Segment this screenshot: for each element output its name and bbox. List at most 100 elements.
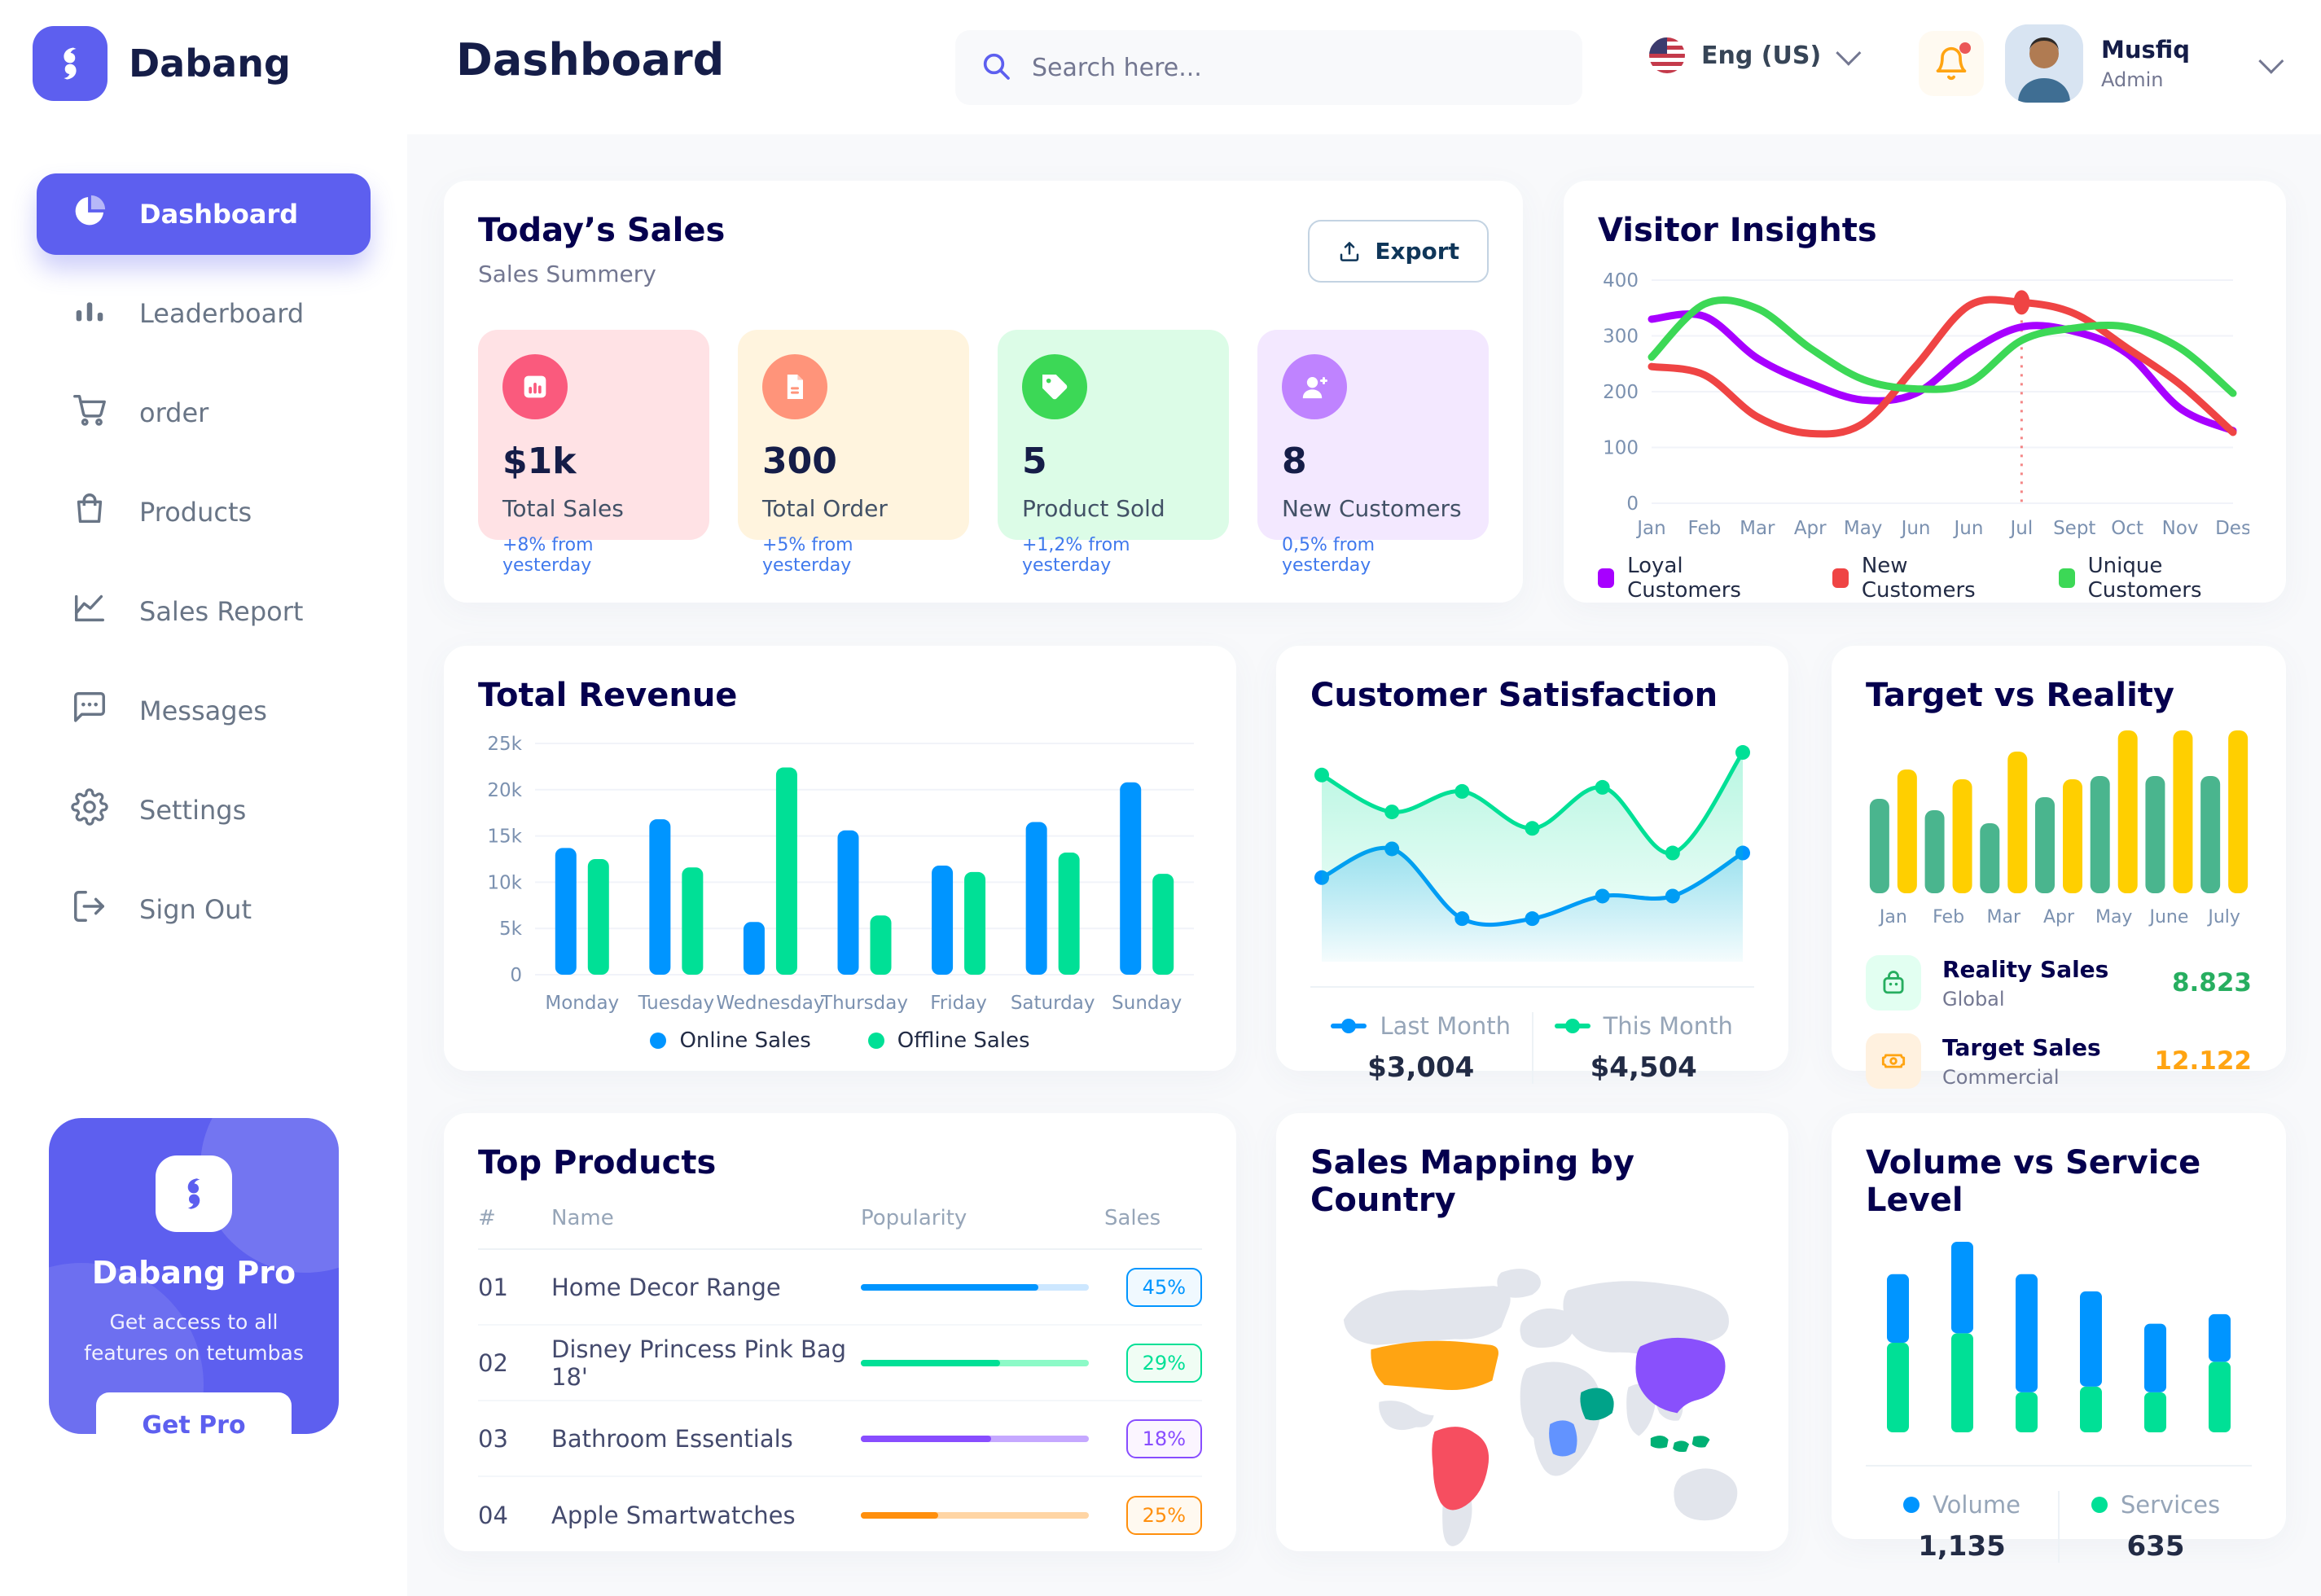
legend-label: Target Sales xyxy=(1942,1033,2101,1061)
notification-dot xyxy=(1959,42,1971,54)
search-input[interactable] xyxy=(1032,53,1520,82)
legend-top: Services xyxy=(2091,1491,2220,1519)
table-row: 02 Disney Princess Pink Bag 18' 29% xyxy=(478,1326,1202,1401)
svg-text:200: 200 xyxy=(1603,382,1639,403)
chevron-down-icon xyxy=(2258,48,2284,74)
card-title: Visitor Insights xyxy=(1598,212,1877,249)
svg-text:Jun: Jun xyxy=(1952,518,1983,539)
sidebar: Dashboard Leaderboard order Products Sales R… xyxy=(0,134,407,1596)
pro-promo-card: Dabang Pro Get access to all features on… xyxy=(49,1118,339,1434)
col-name: Name xyxy=(551,1206,614,1230)
sales-cell: 25% xyxy=(1104,1495,1202,1535)
sidebar-item-order[interactable]: order xyxy=(37,372,371,454)
map-region-dr-congo xyxy=(1549,1420,1577,1457)
legend-label: Volume xyxy=(1933,1491,2020,1519)
svg-text:Tuesday: Tuesday xyxy=(638,993,715,1014)
sidebar-item-settings[interactable]: Settings xyxy=(37,770,371,851)
export-button[interactable]: Export xyxy=(1308,220,1489,283)
product-name: Apple Smartwatches xyxy=(551,1501,796,1529)
svg-text:Monday: Monday xyxy=(545,993,619,1014)
target-vs-reality-chart: Jan Feb Mar Apr May June July xyxy=(1866,724,2252,932)
stat-change: +8% from yesterday xyxy=(502,535,594,576)
stat-card-product-sold: 5 Product Sold +1,2% from yesterday xyxy=(998,330,1229,576)
total-revenue-legend: Online Sales Offline Sales xyxy=(478,1028,1202,1053)
sidebar-item-sales-report[interactable]: Sales Report xyxy=(37,571,371,652)
table-row: 04 Apple Smartwatches 25% xyxy=(478,1477,1202,1553)
user-plus-icon xyxy=(1282,354,1347,419)
total-revenue-card: Total Revenue 0 5k 10k 15k 20k 25k Monday Tuesd… xyxy=(444,646,1236,1071)
svg-text:Des: Des xyxy=(2215,518,2249,539)
bell-icon xyxy=(1936,46,1967,80)
sidebar-item-messages[interactable]: Messages xyxy=(37,670,371,752)
popularity-bar-track xyxy=(861,1359,1089,1366)
stat-card-total-sales: $1k Total Sales +8% from yesterday xyxy=(478,330,709,576)
legend-meta: Reality Sales Global xyxy=(1942,956,2108,1011)
popularity-bar-track xyxy=(861,1283,1089,1291)
language-selector[interactable]: Eng (US) xyxy=(1649,37,1862,73)
user-menu[interactable]: Musfiq Admin xyxy=(2005,24,2284,103)
legend-value: $4,504 xyxy=(1590,1051,1697,1084)
legend-label: Last Month xyxy=(1380,1012,1512,1040)
card-title: Target vs Reality xyxy=(1866,677,2175,714)
popularity-bar-track xyxy=(861,1435,1089,1442)
sidebar-item-leaderboard[interactable]: Leaderboard xyxy=(37,273,371,354)
svg-text:Friday: Friday xyxy=(930,993,987,1014)
language-label: Eng (US) xyxy=(1701,41,1822,70)
tag-icon xyxy=(1022,354,1087,419)
legend-label: Online Sales xyxy=(679,1028,811,1053)
table-body: 01 Home Decor Range 45% 02 Disney Princess P… xyxy=(478,1250,1202,1553)
svg-text:Jan: Jan xyxy=(1878,907,1907,927)
sidebar-item-label: Settings xyxy=(139,795,247,826)
sidebar-item-products[interactable]: Products xyxy=(37,471,371,553)
legend-value: 12.122 xyxy=(2154,1046,2252,1076)
file-icon xyxy=(762,354,827,419)
notifications-button[interactable] xyxy=(1919,31,1984,96)
customer-satisfaction-legend: Last Month $3,004 This Month $4,504 xyxy=(1310,986,1754,1084)
map-region-united-states xyxy=(1371,1340,1498,1391)
map-region-brazil xyxy=(1432,1427,1490,1510)
map-region-africa xyxy=(1520,1361,1601,1476)
svg-text:Saturday: Saturday xyxy=(1011,993,1095,1014)
sidebar-item-dashboard[interactable]: Dashboard xyxy=(37,173,371,255)
legend-value: 1,135 xyxy=(1918,1530,2006,1563)
total-revenue-chart: 0 5k 10k 15k 20k 25k Monday Tuesday Wednesday Thu… xyxy=(478,730,1202,1020)
visitor-insights-legend: Loyal Customers New Customers Unique Custo… xyxy=(1598,554,2252,603)
user-role: Admin xyxy=(2101,68,2164,91)
legend-item: Volume 1,135 xyxy=(1866,1491,2058,1563)
sign-out-icon xyxy=(71,888,108,932)
legend-row-reality-sales: Reality Sales Global 8.823 xyxy=(1866,955,2252,1011)
legend-dot xyxy=(1341,1019,1357,1033)
legend-value: 635 xyxy=(2126,1530,2185,1563)
stat-value: $1k xyxy=(502,441,577,482)
search-box[interactable] xyxy=(955,30,1582,105)
svg-text:300: 300 xyxy=(1603,327,1639,348)
legend-item: Last Month $3,004 xyxy=(1310,1012,1532,1084)
legend-item: Offline Sales xyxy=(867,1028,1030,1053)
card-title: Total Revenue xyxy=(478,677,738,714)
svg-text:June: June xyxy=(2148,907,2188,927)
legend-top: This Month xyxy=(1554,1012,1733,1040)
product-number: 03 xyxy=(478,1424,508,1453)
sidebar-item-sign-out[interactable]: Sign Out xyxy=(37,869,371,950)
svg-text:Feb: Feb xyxy=(1688,518,1722,539)
svg-text:May: May xyxy=(2095,907,2132,927)
search-icon xyxy=(980,50,1012,86)
map-region-europe xyxy=(1520,1308,1574,1348)
pro-logo-icon xyxy=(156,1155,232,1232)
sidebar-item-label: Sign Out xyxy=(139,894,252,925)
svg-text:5k: 5k xyxy=(499,919,523,940)
get-pro-button[interactable]: Get Pro xyxy=(96,1392,292,1434)
legend-label: Offline Sales xyxy=(897,1028,1030,1053)
card-title: Top Products xyxy=(478,1144,717,1182)
visitor-insights-card: Visitor Insights 0 100 200 300 400 Jan Feb Mar A… xyxy=(1564,181,2286,603)
svg-text:0: 0 xyxy=(510,965,522,986)
legend-dot xyxy=(1564,1019,1580,1033)
popularity-bar-track xyxy=(861,1511,1089,1519)
legend-sublabel: Commercial xyxy=(1942,1065,2060,1089)
stat-change: +5% from yesterday xyxy=(762,535,853,576)
brand[interactable]: Dabang xyxy=(33,26,291,101)
card-title: Volume vs Service Level xyxy=(1866,1144,2201,1219)
legend-value: $3,004 xyxy=(1367,1051,1475,1084)
legend-label: Services xyxy=(2120,1491,2221,1519)
sales-cell: 18% xyxy=(1104,1418,1202,1458)
